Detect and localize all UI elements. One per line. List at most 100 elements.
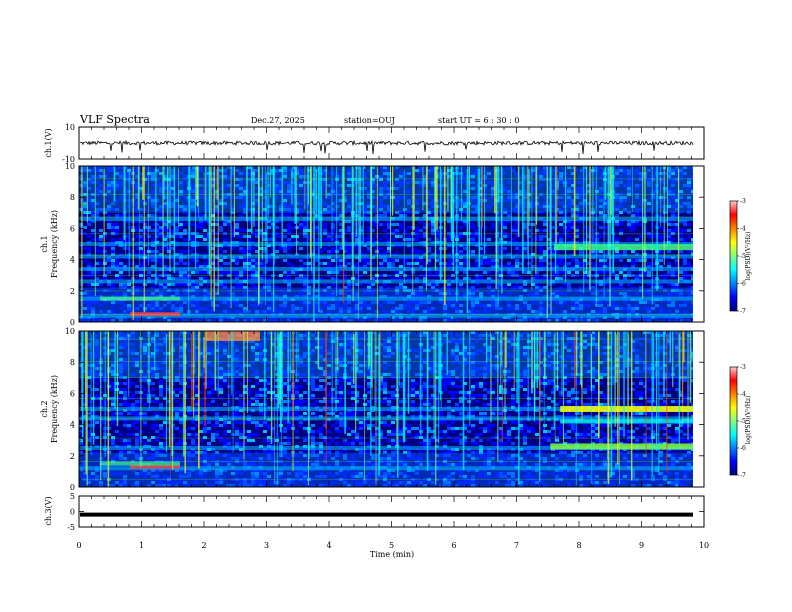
- spectrogram-cell: [547, 193, 551, 196]
- spectrogram-cell: [275, 226, 279, 229]
- spectrogram-cell: [171, 178, 175, 181]
- spectrogram-cell: [675, 196, 679, 199]
- spectrogram-cell: [399, 181, 403, 184]
- spectrogram-cell: [511, 286, 515, 289]
- spectrogram-cell: [111, 295, 115, 298]
- spectrogram-cell: [191, 271, 195, 274]
- spectrogram-cell: [239, 181, 243, 184]
- ch1-trace: [79, 139, 694, 155]
- spectrogram-cell: [255, 277, 259, 280]
- spectrogram-cell: [311, 187, 315, 190]
- spectrogram-cell: [551, 271, 555, 274]
- spectrogram-cell: [459, 295, 463, 298]
- spectrogram-cell: [151, 427, 155, 430]
- spectrogram-cell: [583, 259, 587, 262]
- spectrogram-cell: [503, 265, 507, 268]
- spectrogram-cell: [615, 169, 619, 172]
- spectrogram-cell: [195, 232, 199, 235]
- spectrogram-cell: [155, 250, 159, 253]
- spectrogram-cell: [623, 295, 627, 298]
- spectrogram-cell: [675, 226, 679, 229]
- spectrogram-cell: [87, 271, 91, 274]
- spectrogram-cell: [539, 166, 543, 169]
- spectrogram-cell: [387, 178, 391, 181]
- spectrogram-cell: [191, 247, 195, 250]
- spectrogram-cell: [211, 175, 215, 178]
- spectrogram-cell: [515, 193, 519, 196]
- spectrogram-cell: [195, 226, 199, 229]
- spectrogram-cell: [471, 301, 475, 304]
- spectrogram-cell: [427, 202, 431, 205]
- spectrogram-cell: [219, 286, 223, 289]
- spectrogram-cell: [463, 220, 467, 223]
- spectrogram-cell: [263, 286, 267, 289]
- spectrogram-cell: [119, 403, 123, 406]
- spectrogram-cell: [155, 412, 159, 415]
- spectrogram-cell: [263, 247, 267, 250]
- spectrogram-cell: [91, 436, 95, 439]
- spectrogram-cell: [547, 307, 551, 310]
- spectrogram-cell: [95, 373, 99, 376]
- spectrogram-cell: [219, 211, 223, 214]
- spectrogram-cell: [423, 262, 427, 265]
- spectrogram-cell: [515, 262, 519, 265]
- spectrogram-cell: [303, 283, 307, 286]
- spectrogram-cell: [595, 190, 599, 193]
- spectrogram-cell: [371, 283, 375, 286]
- spectrogram-cell: [123, 439, 127, 442]
- spectrogram-cell: [175, 310, 179, 313]
- spectrogram-cell: [339, 271, 343, 274]
- spectrogram-cell: [91, 424, 95, 427]
- spectrogram-cell: [667, 193, 671, 196]
- spectrogram-cell: [627, 289, 631, 292]
- spectrogram-cell: [123, 343, 127, 346]
- spectrogram-cell: [147, 229, 151, 232]
- spectrogram-cell: [663, 187, 667, 190]
- spectrogram-cell: [487, 310, 491, 313]
- spectrogram-cell: [491, 196, 495, 199]
- spectrogram-cell: [275, 184, 279, 187]
- spectrogram-cell: [331, 307, 335, 310]
- spectrogram-cell: [223, 286, 227, 289]
- spectrogram-cell: [315, 214, 319, 217]
- spectrogram-cell: [119, 307, 123, 310]
- spectrogram-cell: [135, 472, 139, 475]
- spectrogram-cell: [663, 289, 667, 292]
- spectrogram-cell: [407, 289, 411, 292]
- spectrogram-cell: [491, 259, 495, 262]
- spectrogram-cell: [587, 283, 591, 286]
- spectrogram-cell: [687, 319, 691, 322]
- spectrogram-cell: [679, 193, 683, 196]
- spectrogram-cell: [139, 247, 143, 250]
- spectrogram-cell: [415, 229, 419, 232]
- spectrogram-cell: [87, 283, 91, 286]
- spectrogram-cell: [395, 292, 399, 295]
- spectrogram-cell: [395, 286, 399, 289]
- spectrogram-cell: [451, 307, 455, 310]
- spectrogram-cell: [663, 166, 667, 169]
- spectrogram-cell: [563, 292, 567, 295]
- spectrogram-cell: [95, 475, 99, 478]
- spectrogram-cell: [243, 286, 247, 289]
- spectrogram-cell: [155, 475, 159, 478]
- spectrogram-cell: [395, 166, 399, 169]
- spectrogram-cell: [519, 193, 523, 196]
- spectrogram-cell: [595, 169, 599, 172]
- spectrogram-cell: [91, 205, 95, 208]
- spectrogram-cell: [435, 229, 439, 232]
- spectrogram-cell: [571, 220, 575, 223]
- spectrogram-cell: [503, 220, 507, 223]
- spectrogram-cell: [575, 226, 579, 229]
- spectrogram-cell: [235, 178, 239, 181]
- spectrogram-cell: [363, 262, 367, 265]
- spectrogram-cell: [423, 283, 427, 286]
- spectrogram-cell: [275, 232, 279, 235]
- spectrogram-cell: [667, 220, 671, 223]
- spectrogram-cell: [575, 271, 579, 274]
- spectrogram-cell: [203, 271, 207, 274]
- spectrogram-cell: [327, 307, 331, 310]
- spectrogram-cell: [175, 211, 179, 214]
- spectrogram-cell: [391, 301, 395, 304]
